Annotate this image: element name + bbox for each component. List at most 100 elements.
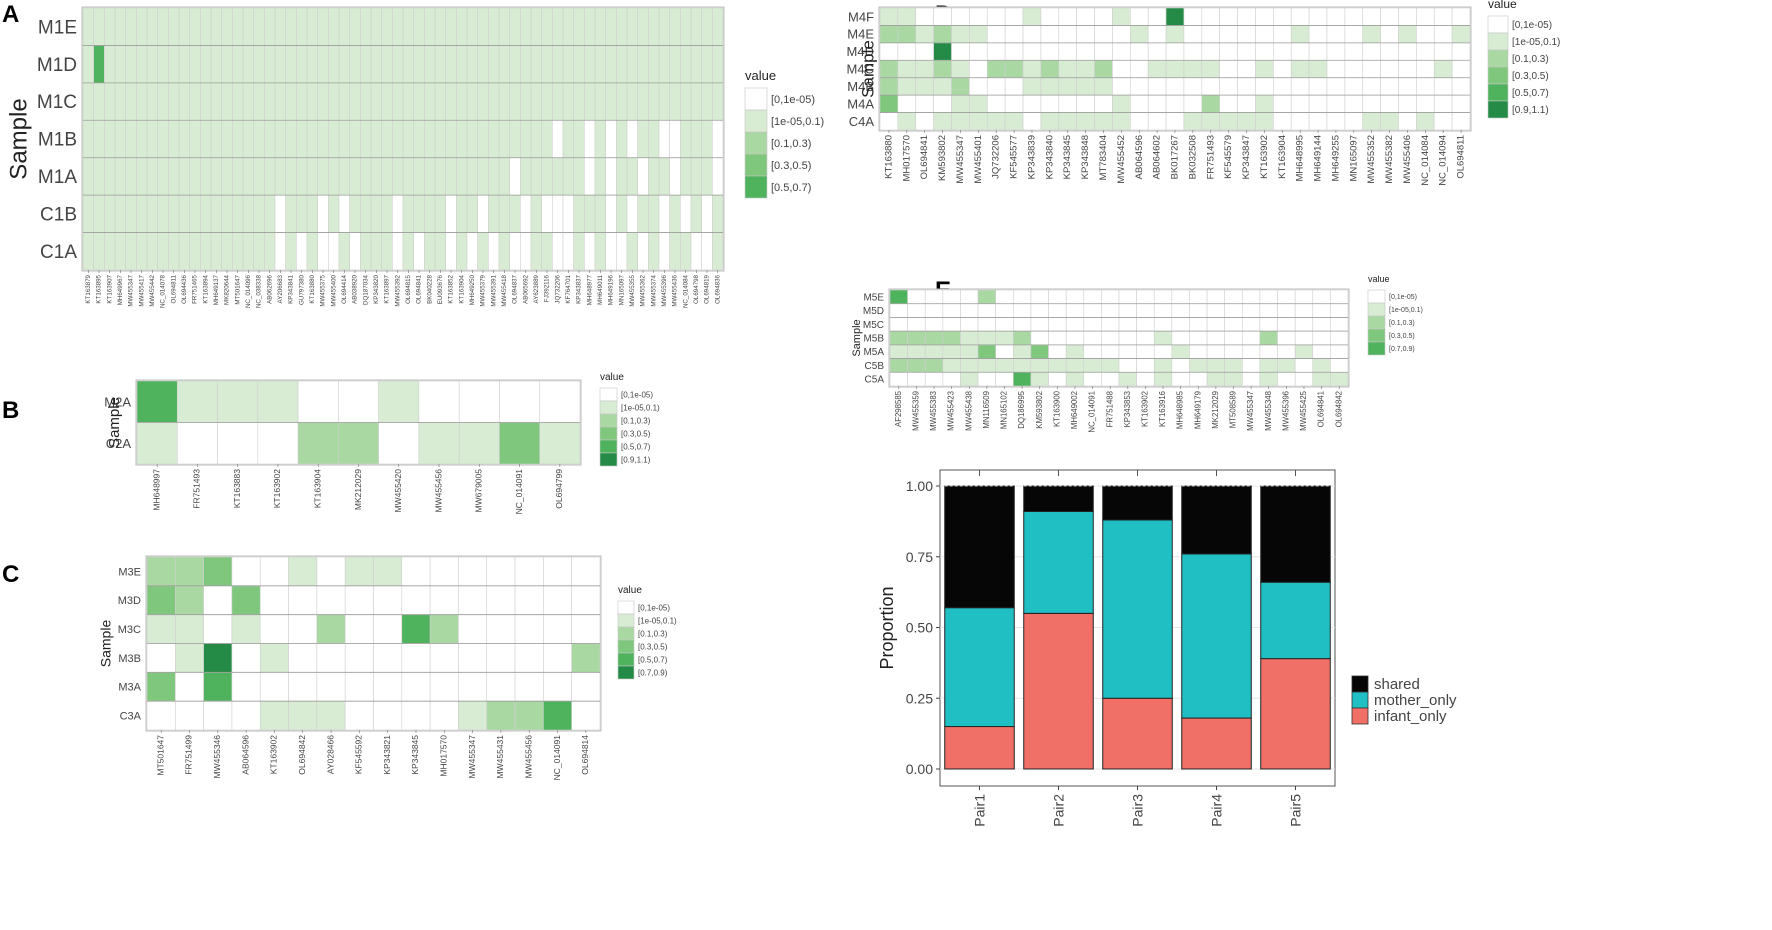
column-label: NC_014096 — [245, 274, 252, 308]
heatmap-cell — [1130, 7, 1149, 26]
heatmap-cell — [1094, 94, 1113, 113]
heatmap-cell — [466, 82, 478, 121]
heatmap-cell — [1416, 77, 1435, 96]
heatmap-cell — [296, 119, 308, 159]
heatmap-cell — [253, 7, 265, 46]
heatmap-cell — [316, 556, 346, 587]
heatmap-cell — [1273, 112, 1292, 131]
column-label: AB064602 — [1152, 135, 1163, 179]
legend-swatch — [1487, 66, 1509, 85]
heatmap-cell — [1030, 344, 1049, 359]
column-label: KT163894 — [202, 274, 209, 303]
heatmap-cell — [594, 45, 606, 84]
bar-shared — [1181, 485, 1252, 555]
heatmap-cell — [1189, 317, 1208, 332]
heatmap-cell — [933, 42, 952, 61]
heatmap-cell — [951, 42, 970, 61]
heatmap-cell — [1101, 330, 1120, 346]
heatmap-cell — [530, 82, 542, 121]
heatmap-cell — [514, 585, 544, 615]
heatmap-cell — [977, 344, 997, 359]
column-label: OL694414 — [341, 274, 348, 303]
column-label: OL694799 — [554, 469, 564, 509]
heatmap-cell — [1040, 59, 1060, 79]
heatmap-cell — [486, 585, 516, 615]
heatmap-cell — [924, 317, 944, 332]
heatmap-cell — [1153, 344, 1173, 359]
heatmap-cell — [338, 157, 350, 196]
heatmap-cell — [296, 232, 308, 271]
heatmap-cell — [626, 7, 638, 46]
heatmap-cell — [242, 119, 254, 159]
heatmap-cell — [1065, 358, 1085, 373]
heatmap-cell — [402, 157, 414, 196]
heatmap-cell — [125, 82, 137, 121]
heatmap-cell — [392, 45, 404, 84]
heatmap-cell — [189, 7, 201, 46]
heatmap-cell — [344, 614, 374, 644]
heatmap-cell — [942, 317, 961, 332]
heatmap-cell — [1065, 303, 1085, 318]
heatmap-cell — [951, 7, 970, 26]
heatmap-cell — [879, 77, 899, 96]
heatmap-cell — [1076, 42, 1095, 61]
legend-label: mother_only — [1374, 692, 1457, 709]
heatmap-cell — [104, 45, 116, 84]
heatmap-cell — [712, 119, 724, 159]
heatmap-cell — [1224, 303, 1243, 318]
heatmap-cell — [168, 119, 180, 159]
heatmap-cell — [1040, 77, 1060, 96]
heatmap-cell — [175, 585, 204, 615]
heatmap-cell — [434, 7, 446, 46]
heatmap-cell — [637, 157, 649, 196]
heatmap-cell — [381, 232, 393, 271]
heatmap-cell — [1219, 42, 1238, 61]
heatmap-cell — [146, 700, 176, 731]
heatmap-cell — [429, 700, 459, 731]
heatmap-cell — [125, 232, 137, 271]
heatmap-cell — [82, 232, 94, 271]
heatmap-cell — [1242, 317, 1261, 332]
heatmap-cell — [328, 45, 340, 84]
heatmap-cell — [530, 45, 542, 84]
heatmap-cell — [1312, 289, 1331, 305]
heatmap-cell — [1294, 330, 1314, 346]
column-label: MW455401 — [973, 135, 984, 184]
heatmap-cell — [541, 194, 553, 233]
heatmap-cell — [889, 317, 908, 332]
heatmap-cell — [552, 157, 564, 196]
heatmap-cell — [306, 119, 318, 159]
heatmap-cell — [168, 157, 180, 196]
heatmap-cell — [562, 45, 574, 84]
heatmap-cell — [1255, 112, 1274, 131]
heatmap-cell — [175, 672, 204, 702]
heatmap-cell — [316, 700, 346, 731]
heatmap-cell — [104, 232, 116, 271]
heatmap-cell — [349, 119, 361, 159]
column-label: GU797380 — [298, 274, 305, 304]
heatmap-cell — [543, 643, 572, 673]
heatmap-cell — [571, 672, 601, 702]
heatmap-cell — [413, 232, 425, 271]
heatmap-cell — [648, 45, 660, 84]
row-label: M3A — [118, 682, 141, 694]
heatmap-cell — [429, 614, 459, 644]
heatmap-cell — [1022, 25, 1042, 44]
heatmap-cell — [637, 7, 649, 46]
heatmap-cell — [509, 82, 521, 121]
column-label: FR751493 — [1205, 135, 1216, 179]
heatmap-cell — [231, 700, 261, 731]
x-tick-label: Pair3 — [1130, 794, 1146, 827]
heatmap-cell — [690, 7, 702, 46]
heatmap-cell — [176, 422, 218, 465]
heatmap-cell — [458, 643, 488, 673]
heatmap-cell — [584, 232, 596, 271]
heatmap-cell — [1101, 289, 1120, 305]
heatmap-cell — [1171, 303, 1190, 318]
heatmap-cell — [942, 289, 961, 305]
heatmap-cell — [1290, 112, 1310, 131]
heatmap-cell — [114, 7, 126, 46]
heatmap-cell — [413, 82, 425, 121]
y-axis-title: Sample — [106, 397, 123, 448]
heatmap-cell — [370, 82, 382, 121]
